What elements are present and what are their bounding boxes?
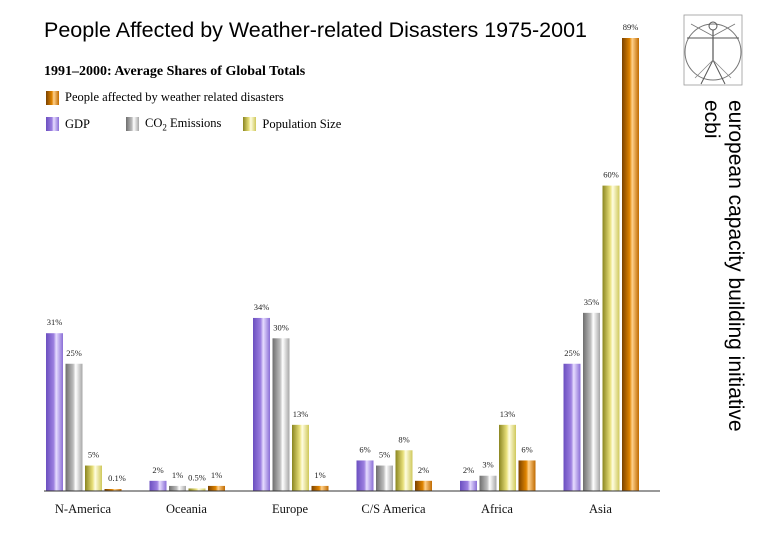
bar-people-asia bbox=[622, 38, 639, 491]
bar-population-oceania bbox=[188, 488, 206, 491]
category-label-oceania: Oceania bbox=[166, 502, 207, 516]
data-label-co2-asia: 35% bbox=[584, 297, 600, 307]
data-label-gdp-oceania: 2% bbox=[152, 465, 163, 475]
category-label-n-america: N-America bbox=[55, 502, 112, 516]
bar-people-n-america bbox=[104, 489, 122, 491]
vitruvian-logo-icon bbox=[683, 14, 743, 86]
data-label-co2-c-s-america: 5% bbox=[379, 450, 390, 460]
data-label-people-n-america: 0.1% bbox=[108, 473, 126, 483]
data-label-co2-n-america: 25% bbox=[66, 348, 82, 358]
chart-subtitle: 1991–2000: Average Shares of Global Tota… bbox=[44, 64, 306, 79]
legend-label-population: Population Size bbox=[262, 116, 342, 131]
legend-row-indicators: GDP CO2 Emissions Population Size bbox=[46, 116, 363, 133]
data-label-gdp-asia: 25% bbox=[564, 348, 580, 358]
data-label-gdp-c-s-america: 6% bbox=[359, 444, 370, 454]
legend-item-population: Population Size bbox=[243, 117, 341, 132]
bar-population-c-s-america bbox=[395, 450, 413, 491]
bar-gdp-oceania bbox=[149, 480, 167, 491]
category-label-africa: Africa bbox=[481, 502, 513, 516]
legend-label-co2-sub: 2 bbox=[162, 122, 167, 133]
legend-swatch-population bbox=[243, 117, 257, 132]
legend-label-co2-prefix: CO bbox=[145, 116, 163, 130]
bar-gdp-asia bbox=[563, 363, 581, 491]
bar-gdp-africa bbox=[460, 480, 477, 491]
data-label-population-n-america: 5% bbox=[88, 450, 99, 460]
data-label-population-c-s-america: 8% bbox=[398, 434, 409, 444]
bar-gdp-c-s-america bbox=[356, 460, 374, 491]
data-label-gdp-africa: 2% bbox=[463, 465, 474, 475]
data-label-people-asia: 89% bbox=[623, 22, 639, 32]
category-label-c-s-america: C/S America bbox=[361, 502, 426, 516]
legend-label-people: People affected by weather related disas… bbox=[65, 90, 284, 104]
bar-gdp-n-america bbox=[46, 333, 63, 491]
data-label-people-oceania: 1% bbox=[211, 470, 222, 480]
data-label-co2-europe: 30% bbox=[273, 322, 289, 332]
category-label-europe: Europe bbox=[272, 502, 309, 516]
bar-population-europe bbox=[292, 424, 309, 491]
bar-co2-oceania bbox=[169, 485, 186, 491]
bar-population-asia bbox=[602, 185, 620, 491]
data-label-people-europe: 1% bbox=[314, 470, 325, 480]
bar-co2-asia bbox=[583, 312, 600, 491]
data-label-people-africa: 6% bbox=[521, 444, 532, 454]
data-label-gdp-n-america: 31% bbox=[47, 317, 63, 327]
data-label-population-europe: 13% bbox=[293, 409, 309, 419]
legend-swatch-people bbox=[46, 90, 59, 105]
bar-co2-c-s-america bbox=[376, 465, 393, 491]
bar-people-europe bbox=[311, 485, 329, 491]
legend-swatch-gdp bbox=[46, 117, 59, 132]
legend-label-co2-suffix: Emissions bbox=[166, 116, 222, 130]
data-label-population-africa: 13% bbox=[500, 409, 516, 419]
legend-swatch-co2 bbox=[126, 117, 140, 132]
legend-item-co2: CO2 Emissions bbox=[126, 116, 221, 133]
data-label-population-asia: 60% bbox=[603, 170, 619, 180]
data-label-population-oceania: 0.5% bbox=[188, 472, 206, 482]
bar-co2-europe bbox=[272, 338, 290, 491]
bar-co2-africa bbox=[479, 475, 497, 491]
data-label-gdp-europe: 34% bbox=[254, 302, 270, 312]
bar-gdp-europe bbox=[253, 317, 270, 491]
legend-label-gdp: GDP bbox=[65, 116, 91, 131]
bar-people-africa bbox=[518, 460, 536, 491]
chart-title: People Affected by Weather-related Disas… bbox=[44, 18, 588, 42]
bar-people-oceania bbox=[208, 485, 225, 491]
bar-population-n-america bbox=[85, 465, 102, 491]
bar-people-c-s-america bbox=[415, 480, 432, 491]
category-label-asia: Asia bbox=[589, 502, 612, 516]
legend-row-people: People affected by weather related disas… bbox=[46, 90, 284, 105]
data-label-people-c-s-america: 2% bbox=[418, 465, 429, 475]
data-label-co2-oceania: 1% bbox=[172, 470, 183, 480]
bar-co2-n-america bbox=[65, 363, 83, 491]
legend-label-co2: CO2 Emissions bbox=[145, 116, 221, 133]
data-label-co2-africa: 3% bbox=[482, 460, 493, 470]
legend-item-gdp: GDP bbox=[46, 117, 90, 132]
bar-population-africa bbox=[499, 424, 516, 491]
